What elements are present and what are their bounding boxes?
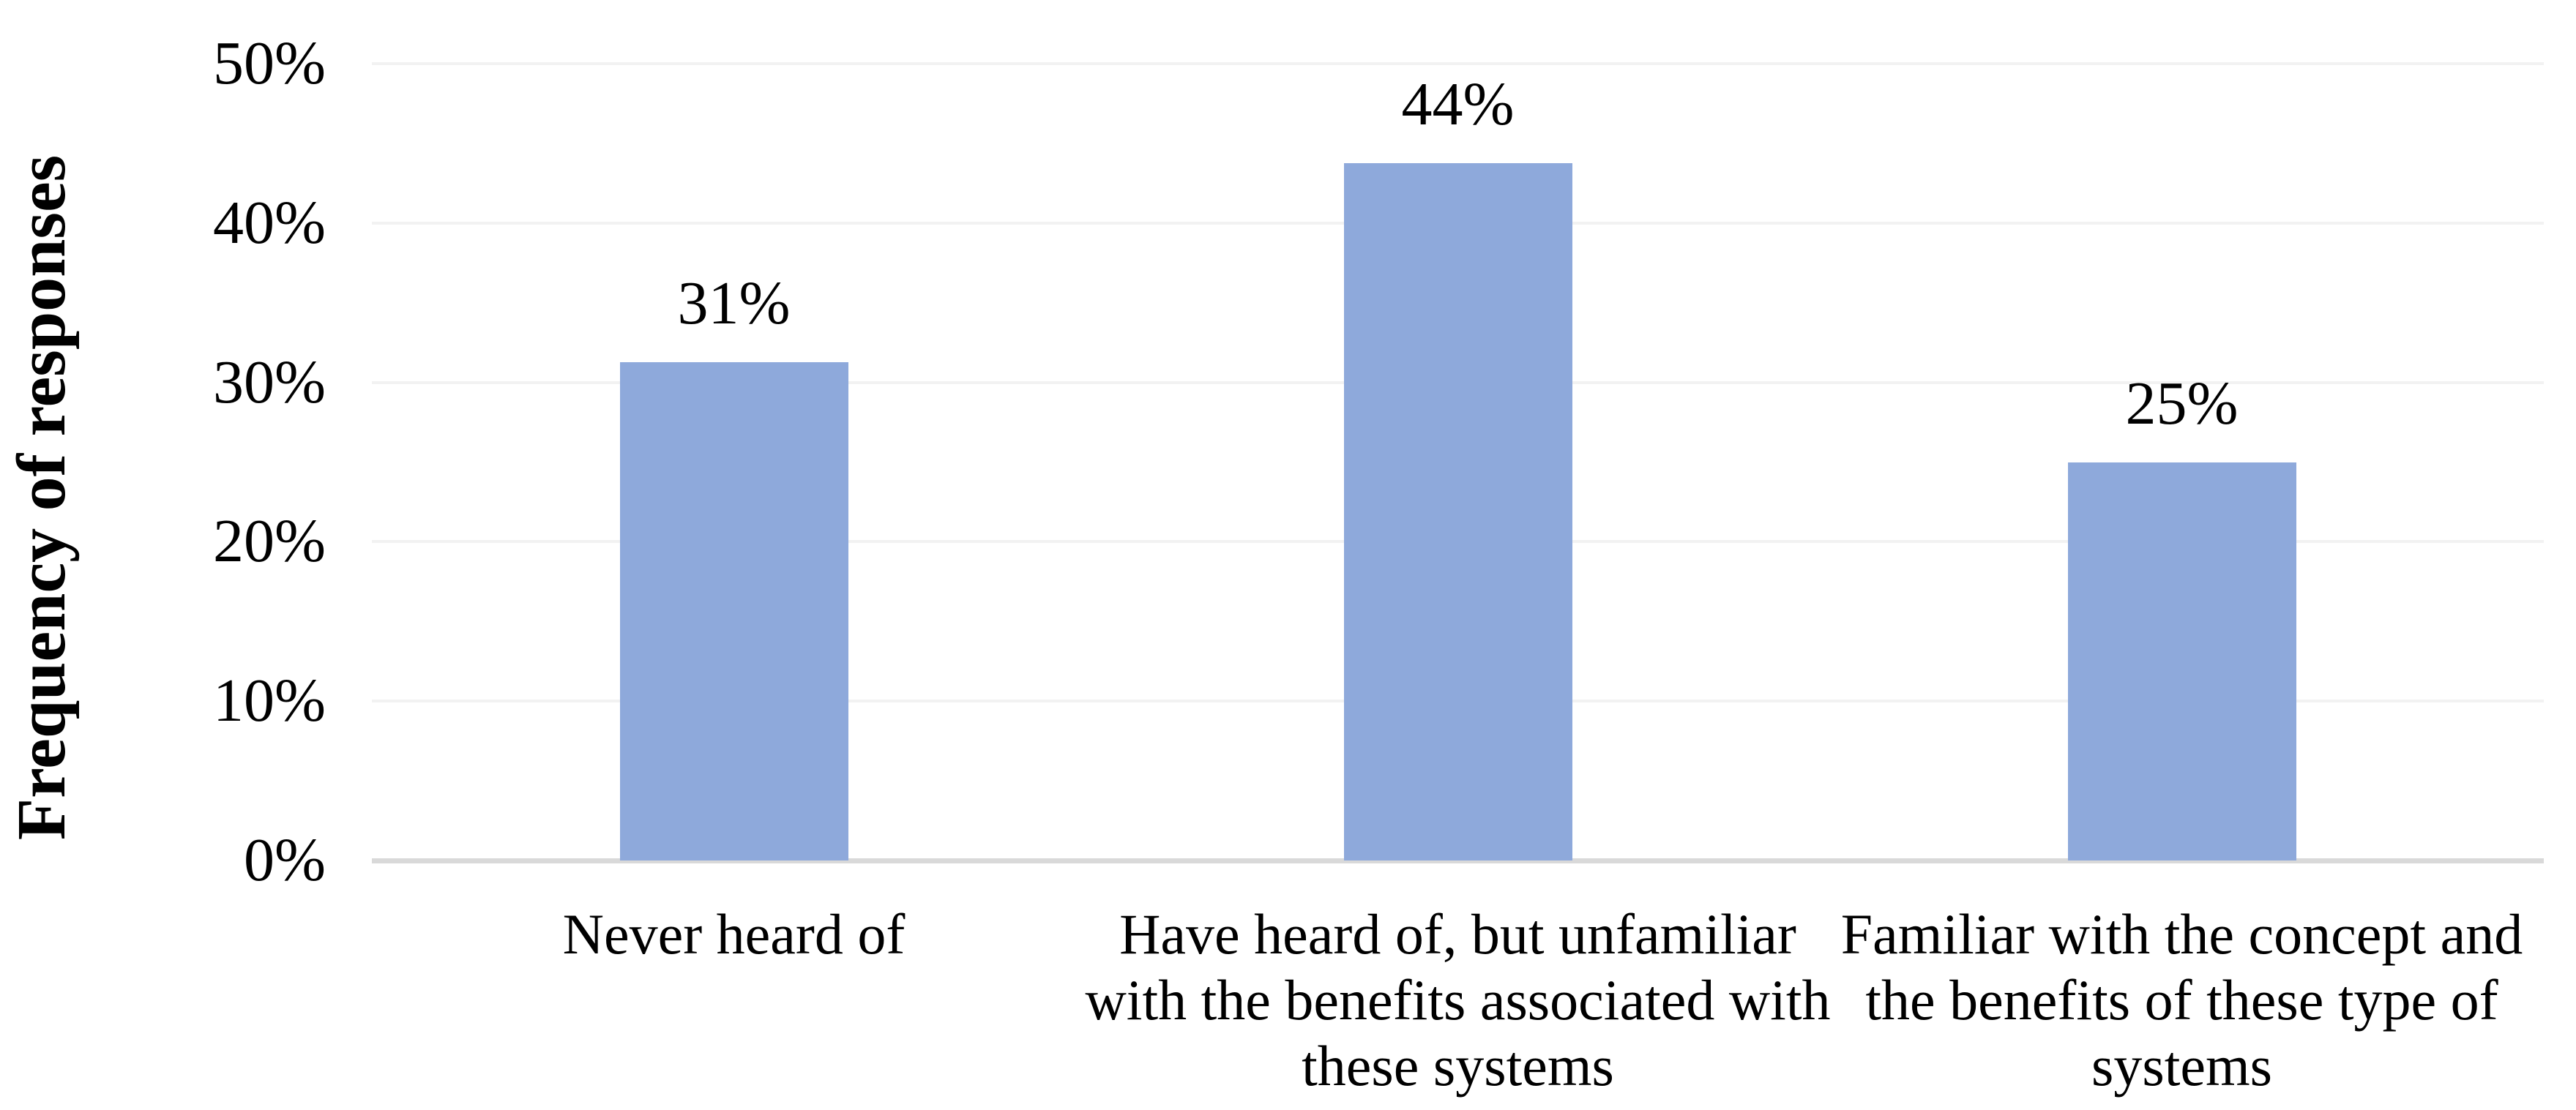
y-axis-tick-label: 10% [213,667,326,735]
bar-data-label: 44% [1401,70,1515,139]
bar [2067,462,2296,860]
bar [1343,163,1572,860]
y-axis-tick-label: 20% [213,507,326,576]
x-axis-category-label: Never heard of [562,902,906,966]
bar [619,362,848,860]
y-axis-tick-label: 40% [213,188,326,257]
x-axis-line [372,858,2544,863]
x-axis-category-label: Have heard of, but unfamiliar with the b… [1085,902,1831,1098]
bar-data-label: 31% [677,269,791,338]
y-axis-tick-label: 0% [244,826,326,894]
x-axis-category-label: Familiar with the concept and the benefi… [1840,902,2523,1098]
y-axis-tick-label: 30% [213,348,326,416]
y-axis-title: Frequency of responses [4,154,80,841]
bar-data-label: 25% [2125,369,2239,438]
gridline [372,62,2544,65]
y-axis-tick-label: 50% [213,29,326,97]
